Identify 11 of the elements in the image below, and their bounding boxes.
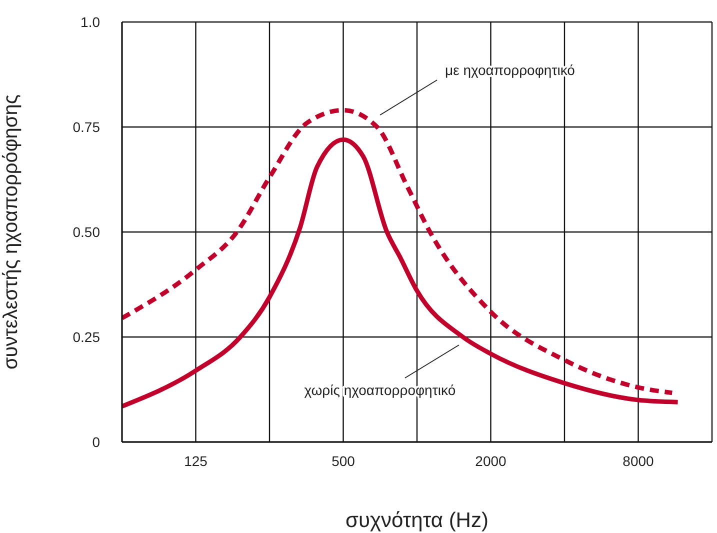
y-tick-label: 0.25 bbox=[72, 328, 100, 345]
y-tick-label: 0.75 bbox=[72, 118, 100, 135]
y-tick-label: 0 bbox=[92, 434, 100, 450]
y-axis-title: συντελεστής ηχοαπορρόφησης bbox=[0, 94, 22, 370]
x-tick-label: 125 bbox=[184, 452, 208, 469]
x-tick-label: 2000 bbox=[475, 452, 507, 469]
y-tick-label: 0.50 bbox=[72, 224, 100, 240]
y-tick-label: 1.0 bbox=[80, 14, 100, 30]
x-tick-label: 500 bbox=[332, 452, 356, 469]
x-axis-title: συχνότητα (Hz) bbox=[346, 509, 488, 532]
x-tick-label: 8000 bbox=[622, 452, 654, 469]
